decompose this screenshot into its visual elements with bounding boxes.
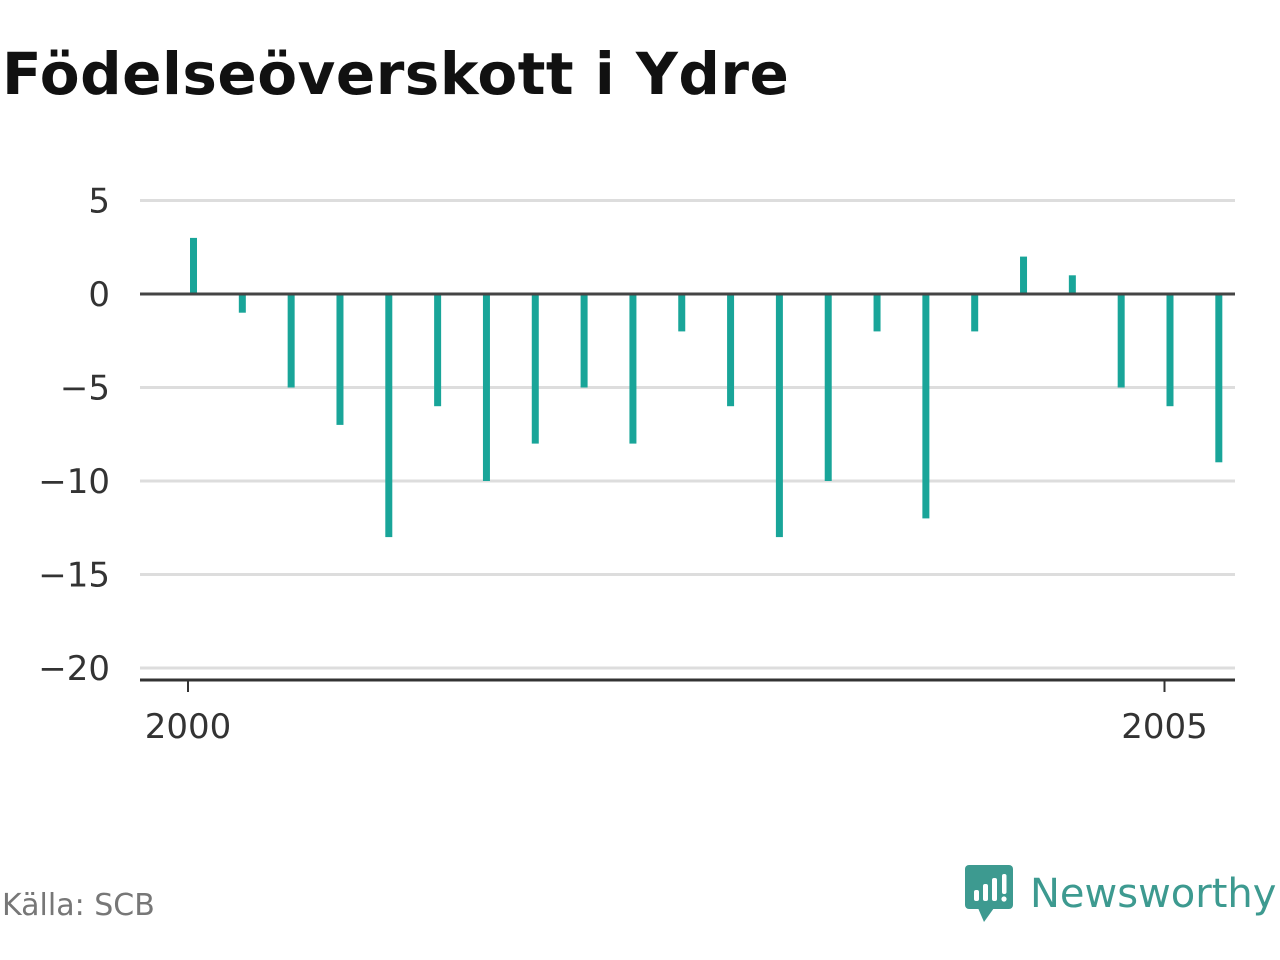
bar <box>727 294 735 407</box>
x-tick-label: 2000 <box>145 707 232 747</box>
bar <box>1117 294 1125 388</box>
y-tick-label: −15 <box>38 556 110 596</box>
y-tick-label: 0 <box>88 275 110 315</box>
bar <box>775 294 783 538</box>
bar <box>385 294 393 538</box>
gridlines <box>140 199 1235 670</box>
y-tick-label: −20 <box>38 649 110 689</box>
chart-title: Födelseöverskott i Ydre <box>2 40 790 108</box>
brand-name: Newsworthy <box>1030 871 1277 917</box>
bars <box>190 237 1223 538</box>
bar <box>238 294 246 313</box>
source-note: Källa: SCB <box>2 888 155 923</box>
bar <box>873 294 881 332</box>
y-tick-label: 5 <box>88 182 110 222</box>
bar-chart: 50−5−10−15−20 200020052010201520202025 <box>38 182 1235 747</box>
bar <box>678 294 686 332</box>
x-axis-labels: 200020052010201520202025 <box>145 680 1208 747</box>
bar <box>1068 275 1076 294</box>
bar <box>434 294 442 407</box>
brand-logo[interactable]: Newsworthy <box>964 864 1276 924</box>
bar <box>482 294 490 481</box>
bar <box>531 294 539 444</box>
bar <box>336 294 344 425</box>
y-tick-label: −5 <box>60 369 110 409</box>
bar <box>824 294 832 481</box>
x-tick-label: 2005 <box>1121 707 1208 747</box>
newsworthy-logo-icon <box>965 865 1013 922</box>
bar <box>190 237 197 294</box>
y-axis-labels: 5 0 −5 −10 −15 −20 <box>38 182 110 690</box>
bar <box>287 294 295 388</box>
bar <box>1166 294 1174 407</box>
bar <box>580 294 588 388</box>
bar <box>922 294 930 519</box>
bar <box>629 294 637 444</box>
bar <box>1215 294 1223 463</box>
y-tick-label: −10 <box>38 462 110 502</box>
bar <box>1020 256 1028 294</box>
bar <box>971 294 979 332</box>
